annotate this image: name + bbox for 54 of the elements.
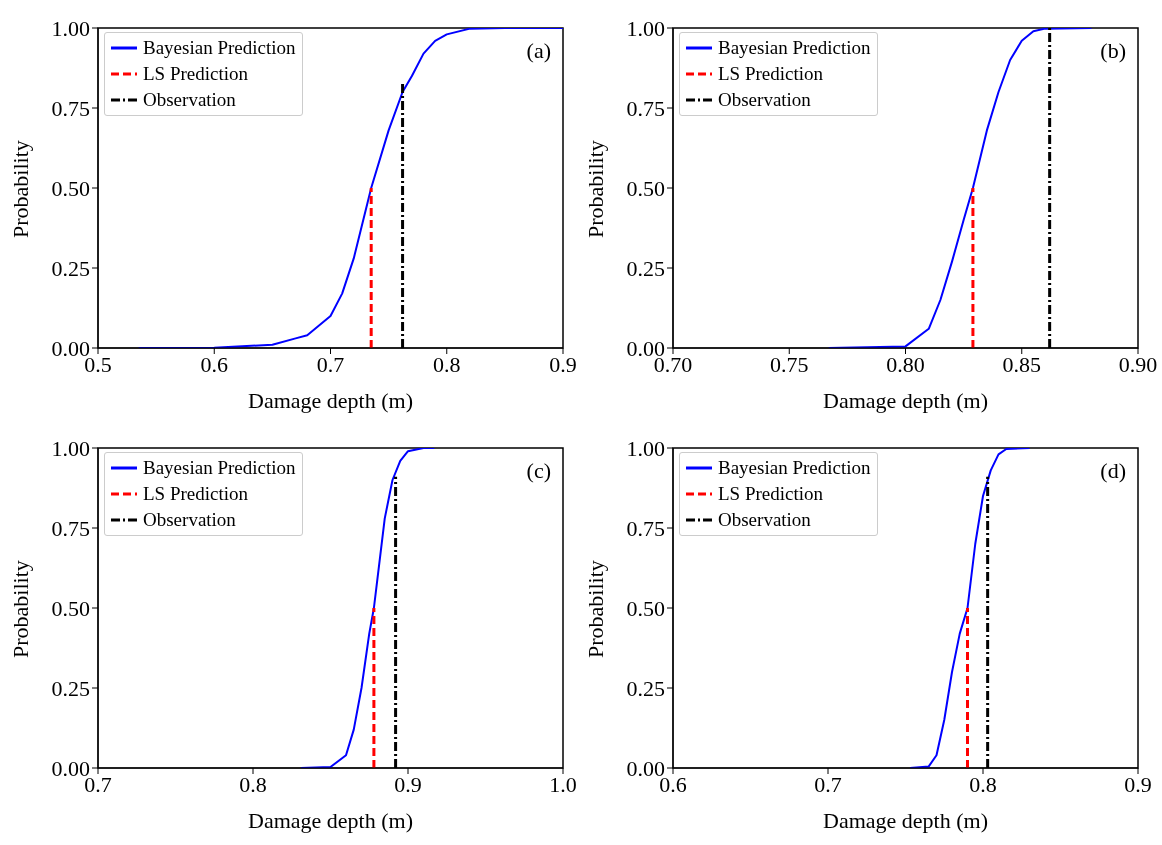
annotation: (c) bbox=[526, 458, 551, 483]
annotation: (b) bbox=[1100, 38, 1126, 63]
x-tick-label: 0.80 bbox=[886, 351, 925, 377]
y-tick-label: 0.75 bbox=[51, 95, 90, 121]
y-tick-label: 0.25 bbox=[626, 255, 665, 281]
x-tick-label: 0.9 bbox=[549, 351, 577, 377]
y-tick-label: 0.50 bbox=[51, 595, 90, 621]
annotation: (a) bbox=[526, 38, 551, 63]
y-tick-label: 1.00 bbox=[626, 435, 665, 461]
annotation: (d) bbox=[1100, 458, 1126, 483]
legend-label: LS Prediction bbox=[718, 482, 824, 506]
x-tick-label: 1.0 bbox=[549, 771, 577, 797]
legend-label: Bayesian Prediction bbox=[718, 36, 871, 60]
legend-label: LS Prediction bbox=[718, 62, 824, 86]
y-tick-label: 0.50 bbox=[626, 175, 665, 201]
x-axis-title: Damage depth (m) bbox=[248, 808, 413, 833]
y-tick-label: 0.75 bbox=[51, 515, 90, 541]
legend-label: Bayesian Prediction bbox=[718, 456, 871, 480]
y-tick-label: 1.00 bbox=[626, 15, 665, 41]
x-axis-title: Damage depth (m) bbox=[248, 388, 413, 413]
legend-label: Observation bbox=[143, 88, 236, 112]
y-axis-title: Probability bbox=[582, 140, 608, 238]
x-tick-label: 0.7 bbox=[316, 351, 345, 377]
x-tick-label: 0.85 bbox=[1002, 351, 1041, 377]
x-tick-label: 0.8 bbox=[969, 771, 997, 797]
y-axis-title: Probability bbox=[7, 140, 33, 238]
x-tick-label: 0.90 bbox=[1118, 351, 1158, 377]
x-tick-label: 0.8 bbox=[433, 351, 461, 377]
legend-label: Observation bbox=[718, 88, 811, 112]
y-tick-label: 1.00 bbox=[51, 15, 90, 41]
x-axis-title: Damage depth (m) bbox=[823, 388, 988, 413]
legend-label: Observation bbox=[718, 508, 811, 532]
x-tick-label: 0.7 bbox=[814, 771, 842, 797]
legend-label: Observation bbox=[143, 508, 236, 532]
y-tick-label: 0.25 bbox=[51, 255, 90, 281]
y-tick-label: 0.75 bbox=[626, 95, 665, 121]
legend-label: Bayesian Prediction bbox=[143, 36, 296, 60]
y-tick-label: 0.25 bbox=[51, 675, 90, 701]
x-tick-label: 0.9 bbox=[1124, 771, 1152, 797]
legend-label: Bayesian Prediction bbox=[143, 456, 296, 480]
x-tick-label: 0.8 bbox=[239, 771, 267, 797]
x-tick-label: 0.9 bbox=[394, 771, 422, 797]
y-axis-title: Probability bbox=[582, 560, 608, 658]
y-tick-label: 0.75 bbox=[626, 515, 665, 541]
legend-label: LS Prediction bbox=[143, 62, 249, 86]
x-tick-label: 0.6 bbox=[200, 351, 228, 377]
y-tick-label: 1.00 bbox=[51, 435, 90, 461]
x-axis-title: Damage depth (m) bbox=[823, 808, 988, 833]
legend-label: LS Prediction bbox=[143, 482, 249, 506]
x-tick-label: 0.75 bbox=[770, 351, 809, 377]
y-tick-label: 0.25 bbox=[626, 675, 665, 701]
y-tick-label: 0.50 bbox=[51, 175, 90, 201]
y-axis-title: Probability bbox=[7, 560, 33, 658]
y-tick-label: 0.50 bbox=[626, 595, 665, 621]
